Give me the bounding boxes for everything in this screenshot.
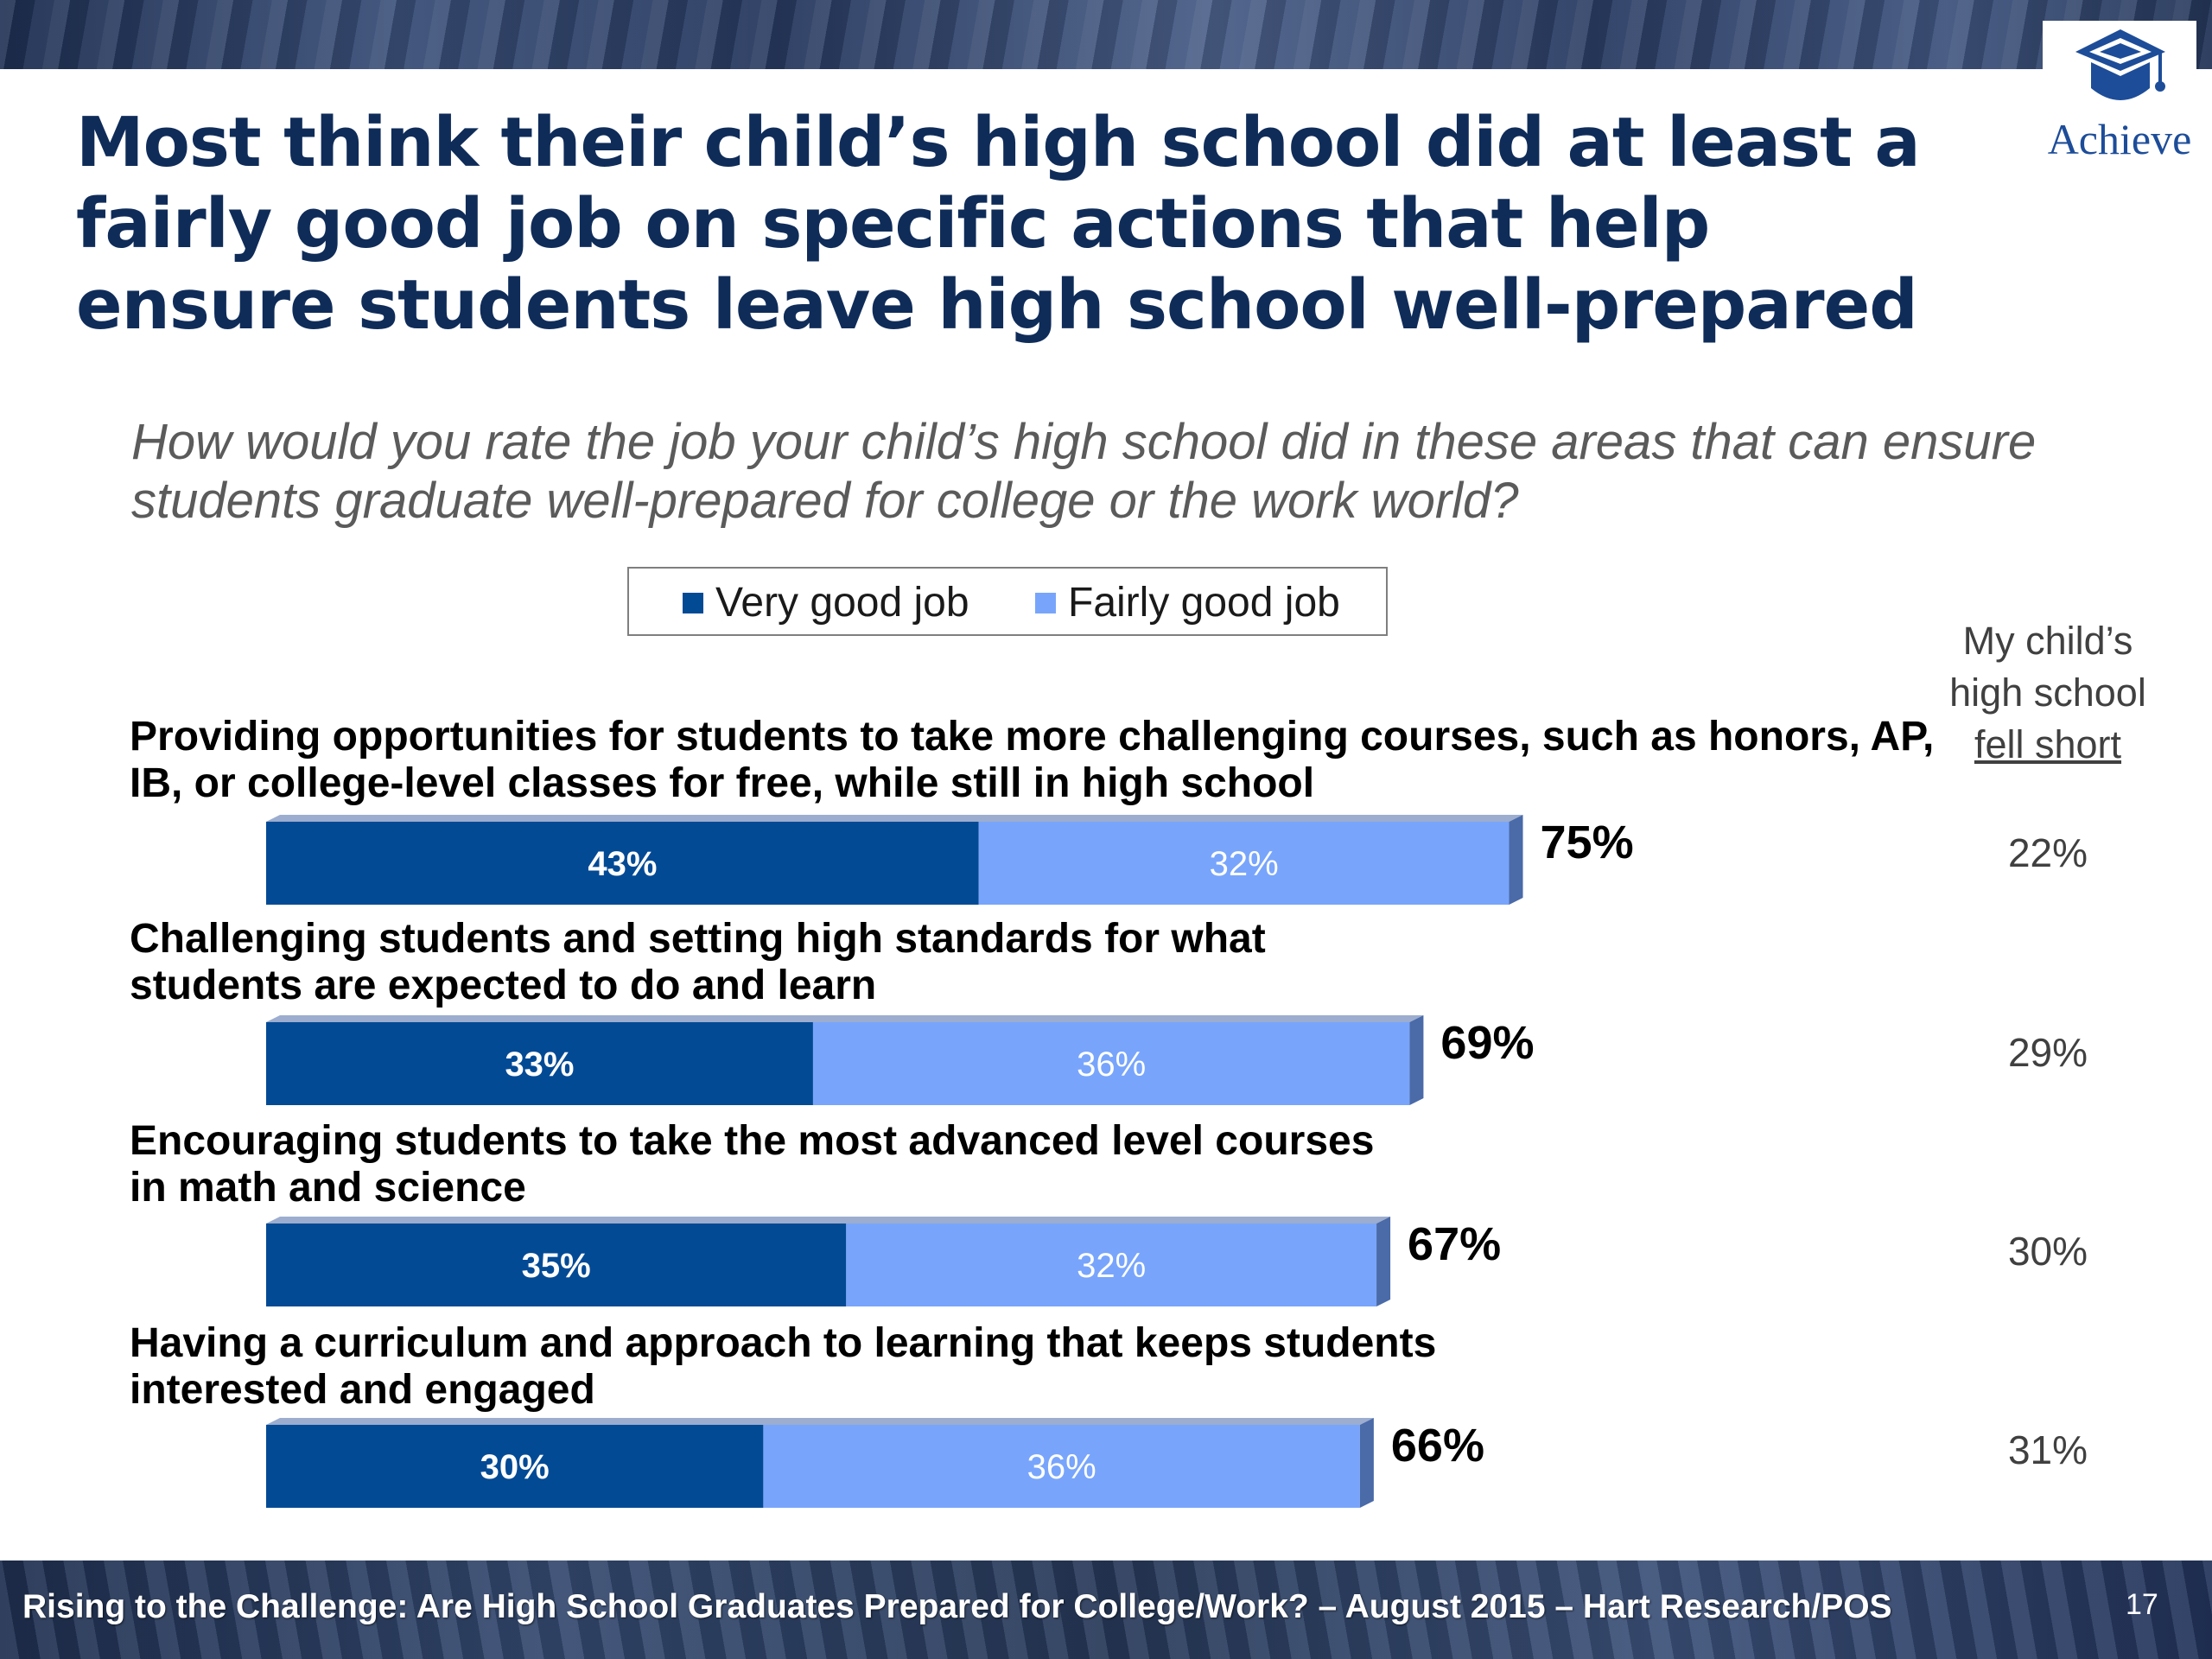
bar-top-face	[266, 1418, 1374, 1425]
fell-short-value: 30%	[2007, 1229, 2088, 1274]
header-photo-band	[0, 0, 2212, 69]
legend-swatch-fairly-good	[1035, 592, 1056, 613]
bar-data-label: 32%	[1077, 1247, 1146, 1285]
graduation-cap-icon	[2075, 29, 2165, 100]
survey-question: How would you rate the job your child’s …	[131, 414, 2037, 529]
fell-short-header: My child’s high school fell short	[1901, 615, 2195, 771]
legend-item-very-good: Very good job	[683, 579, 969, 626]
bar-segment-fairly-good	[846, 1224, 1377, 1306]
bar-side-face	[1409, 1015, 1424, 1105]
bar-segment-fairly-good	[763, 1425, 1360, 1508]
bar-side-face	[1359, 1418, 1374, 1508]
category-label: Having a curriculum and approach to lear…	[130, 1320, 1437, 1413]
fell-short-value: 22%	[2007, 830, 2088, 875]
bar-data-label: 35%	[522, 1247, 591, 1285]
page-title: Most think their child’s high school did…	[76, 103, 1921, 345]
bar-segment-very-good	[266, 1224, 847, 1306]
bar-total-label: 66%	[1391, 1420, 1484, 1471]
bar-data-label: 30%	[480, 1448, 550, 1486]
footer-source: Rising to the Challenge: Are High School…	[22, 1588, 1892, 1625]
bar-segment-very-good	[266, 1425, 764, 1508]
legend-item-fairly-good: Fairly good job	[1035, 579, 1340, 626]
fell-short-value: 31%	[2007, 1427, 2088, 1472]
bar-side-face	[1509, 815, 1523, 905]
bar-data-label: 36%	[1077, 1046, 1146, 1084]
bar-segment-very-good	[266, 1022, 813, 1105]
legend-swatch-very-good	[683, 592, 703, 613]
category-label: Challenging students and setting high st…	[130, 916, 1266, 1008]
bar-data-label: 36%	[1027, 1448, 1096, 1486]
fell-short-header-line3: fell short	[1974, 722, 2122, 766]
bar-segment-fairly-good	[978, 822, 1510, 905]
fell-short-value: 29%	[2007, 1030, 2088, 1075]
category-label: Providing opportunities for students to …	[130, 714, 1935, 806]
bar-segment-very-good	[266, 822, 979, 905]
bar-side-face	[1376, 1217, 1391, 1306]
bar-total-label: 69%	[1440, 1017, 1534, 1069]
bar-data-label: 43%	[588, 845, 657, 883]
achieve-logo: Achieve	[2043, 21, 2196, 168]
legend-label-fairly-good: Fairly good job	[1068, 580, 1340, 626]
category-label: Encouraging students to take the most ad…	[130, 1118, 1375, 1211]
bar-total-label: 67%	[1408, 1218, 1501, 1270]
bar-top-face	[266, 1217, 1391, 1224]
fell-short-header-line2: high school	[1949, 671, 2146, 715]
footer-photo-band	[0, 1560, 2212, 1659]
bar-segment-fairly-good	[812, 1022, 1410, 1105]
bar-data-label: 32%	[1210, 845, 1279, 883]
chart-legend: Very good job Fairly good job	[627, 567, 1388, 636]
page-number: 17	[2126, 1588, 2158, 1621]
bar-data-label: 33%	[505, 1046, 574, 1084]
fell-short-header-line1: My child’s	[1962, 619, 2133, 663]
legend-label-very-good: Very good job	[715, 580, 969, 626]
bar-top-face	[266, 815, 1523, 822]
bar-total-label: 75%	[1541, 817, 1634, 868]
logo-text: Achieve	[2047, 115, 2192, 163]
bar-top-face	[266, 1015, 1424, 1022]
